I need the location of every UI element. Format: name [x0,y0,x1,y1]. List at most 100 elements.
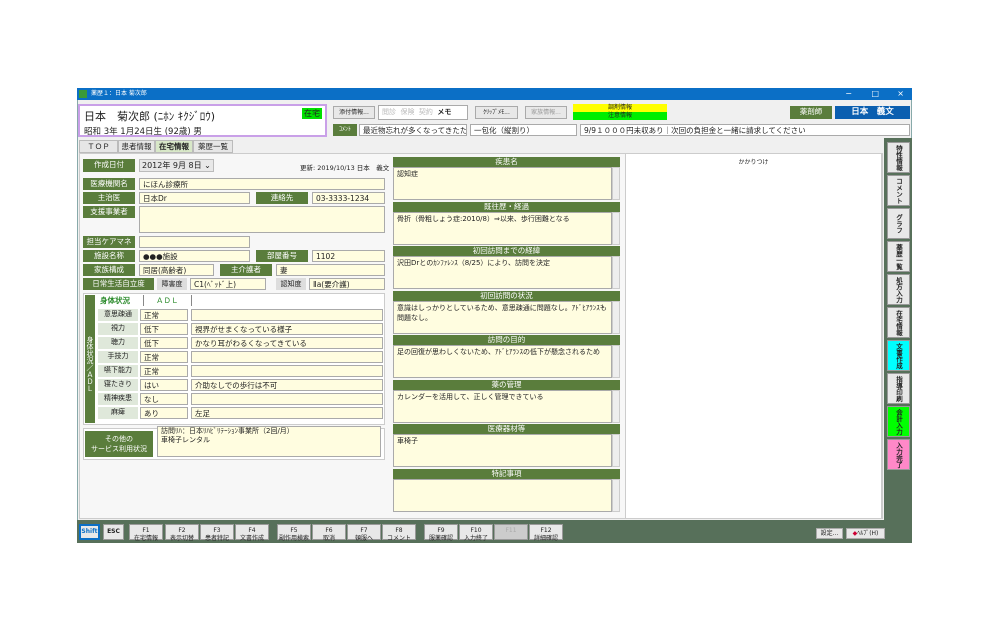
chevron-down-icon: ⌄ [204,161,211,170]
tab-top[interactable]: ＴＯＰ [79,140,118,153]
maximize-button[interactable]: □ [871,89,879,98]
side-button[interactable]: 処方入力 [887,274,910,305]
section-scrollbar[interactable] [612,211,620,245]
side-button[interactable]: グラフ [887,208,910,239]
fkey-number: F11 [505,527,517,534]
memo-button[interactable]: メモ [437,108,452,116]
section-scrollbar[interactable] [612,345,620,378]
status-row-value[interactable]: 正常 [140,309,188,321]
section-scrollbar[interactable] [612,478,620,512]
section-scrollbar[interactable] [612,167,620,200]
caremanager-field[interactable] [139,236,250,248]
function-key-f11[interactable]: F11 [494,524,528,540]
section-scrollbar[interactable] [612,434,620,467]
tab-patient-info[interactable]: 患者情報 [118,140,155,153]
caution-info[interactable]: 注意情報 [573,112,667,120]
function-key-f4[interactable]: F4 文書作成 [235,524,269,542]
status-row-value[interactable]: 低下 [140,323,188,335]
tab-body-status[interactable]: 身体状況 [100,296,130,305]
side-button[interactable]: 特性情報 [887,142,910,173]
facility-field[interactable]: ●●●施設 [139,250,250,262]
section-textarea[interactable]: 足の回復が思わしくないため、ｱﾄﾞﾋｱﾗﾝｽの低下が懸念されるため [393,345,612,378]
side-button[interactable]: 文書作成 [887,340,910,371]
comment-field-2[interactable]: 一包化（縦割り） [470,124,577,136]
support-field[interactable] [139,206,385,233]
fkey-number: F3 [213,527,221,534]
patient-box: 日本 菊次郎 (ﾆﾎﾝ ｷｸｼﾞﾛｳ) 昭和 3年 1月24日生 (92歳) 男… [78,104,327,137]
section-textarea[interactable]: 認知症 [393,167,612,200]
minimize-button[interactable]: − [845,89,852,98]
status-row-value[interactable]: あり [140,407,188,419]
side-button[interactable]: 会計入力 [887,406,910,437]
function-key-f2[interactable]: F2 表示切替 [165,524,199,542]
function-key-f7[interactable]: F7 頓服へ [347,524,381,542]
side-button[interactable]: コメント [887,175,910,206]
status-row-note[interactable] [191,393,383,405]
status-row-note[interactable] [191,351,383,363]
status-row-value[interactable]: 正常 [140,365,188,377]
section-textarea[interactable]: 骨折（骨粗しょう症:2010/8）⇒以来、歩行困難となる [393,211,612,245]
side-button[interactable]: 入力完了 [887,439,910,470]
function-key-f9[interactable]: F9 服薬確認 [424,524,458,542]
section-textarea[interactable]: カレンダーを活用して、正しく管理できている [393,389,612,423]
family-field[interactable]: 同居(高齢者) [139,264,214,276]
settings-button[interactable]: 設定... [816,528,843,539]
comment-field-3[interactable]: 9/9１０００円未収あり｜次回の負担金と一緒に請求してください [580,124,910,136]
close-button[interactable]: × [897,89,904,98]
fkey-number: F1 [142,527,150,534]
dementia-field[interactable]: Ⅱa(要介護) [309,278,385,290]
section-textarea[interactable]: 車椅子 [393,434,612,467]
function-key-f12[interactable]: F12 詳細確認 [529,524,563,542]
comment-label: ｺﾒﾝﾄ [333,124,357,136]
room-field[interactable]: 1102 [312,250,385,262]
clinic-field[interactable]: にほん診療所 [139,178,385,190]
doctor-field[interactable]: 日本Dr [139,192,250,204]
status-row-note[interactable]: かなり耳がわるくなってきている [191,337,383,349]
section-scrollbar[interactable] [612,300,620,334]
flag-contract[interactable]: 契約 [418,108,433,116]
esc-button[interactable]: ESC [103,524,124,540]
section-textarea[interactable]: 意識はしっかりとしているため、意思疎通に問題なし。ｱﾄﾞﾋｱﾗﾝｽも問題なし。 [393,300,612,334]
help-button[interactable]: ◆ﾍﾙﾌﾟ(H) [846,528,885,539]
disability-field[interactable]: C1(ﾍﾞｯﾄﾞ上) [190,278,266,290]
flag-insurance[interactable]: 保険 [400,108,415,116]
side-button[interactable]: 在宅情報 [887,307,910,338]
other-services-field[interactable]: 訪問ﾘﾊ：日本ﾘﾊﾋﾞﾘﾃｰｼｮﾝ事業所（2回/月） 車椅子レンタル [157,426,381,457]
pharmacist-name[interactable]: 日本 義文 [835,106,910,119]
function-key-f1[interactable]: F1 在宅情報 [129,524,163,542]
status-row-note[interactable]: 視界がせまくなっている様子 [191,323,383,335]
tab-history-list[interactable]: 薬歴一覧 [193,140,233,153]
status-row-value[interactable]: はい [140,379,188,391]
status-row-value[interactable]: 低下 [140,337,188,349]
shift-button[interactable]: Shift [79,524,100,540]
function-key-f3[interactable]: F3 患者特記 [200,524,234,542]
section-textarea[interactable] [393,478,612,512]
tab-home-care-info[interactable]: 在宅情報 [155,140,193,153]
side-button[interactable]: 薬歴一覧 [887,241,910,272]
section-scrollbar[interactable] [612,256,620,289]
dispense-info[interactable]: 調剤情報 [573,104,667,112]
comment-field-1[interactable]: 最近物忘れが多くなってきたため [359,124,467,136]
status-row-value[interactable]: 正常 [140,351,188,363]
contact-field[interactable]: 03-3333-1234 [312,192,385,204]
status-row-note[interactable] [191,309,383,321]
status-row-label: 視力 [98,323,138,335]
function-key-f8[interactable]: F8 コメント [382,524,416,542]
family-info-button[interactable]: 家族情報... [525,106,567,119]
function-key-f6[interactable]: F6 取消 [312,524,346,542]
caregiver-field[interactable]: 妻 [276,264,385,276]
status-row-note[interactable] [191,365,383,377]
status-row-value[interactable]: なし [140,393,188,405]
status-row-note[interactable]: 介助なしでの歩行は不可 [191,379,383,391]
status-row-note[interactable]: 左足 [191,407,383,419]
attach-info-button[interactable]: 添付情報... [333,106,375,119]
tab-adl[interactable]: ＡＤＬ [143,295,192,306]
section-textarea[interactable]: 沢田Drとのｶﾝﾌｧﾚﾝｽ（8/25）により、訪問を決定 [393,256,612,289]
created-date-select[interactable]: 2012年 9月 8日 ⌄ [139,159,214,172]
side-button[interactable]: 指導印刷 [887,373,910,404]
clip-memo-button[interactable]: ｸﾘｯﾌﾟﾒﾓ... [475,106,518,119]
flag-consult[interactable]: 閲診 [382,108,396,116]
section-scrollbar[interactable] [612,389,620,423]
function-key-f10[interactable]: F10 入力終了 [459,524,493,542]
function-key-f5[interactable]: F5 副作用検索 [277,524,311,542]
